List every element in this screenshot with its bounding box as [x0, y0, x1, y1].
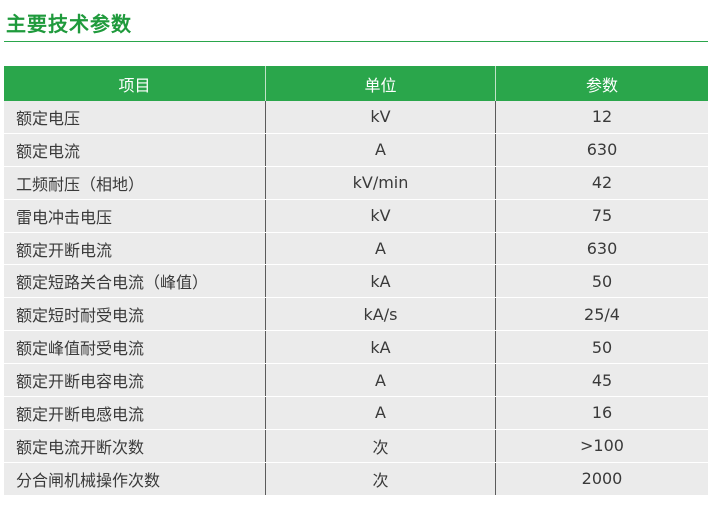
row-unit-cell: kV: [265, 101, 496, 134]
header-unit: 单位: [265, 66, 496, 101]
row-unit-cell: kA/s: [265, 297, 496, 332]
row-item-cell: 额定电流开断次数: [4, 429, 266, 463]
row-value-cell: 50: [495, 330, 708, 365]
row-unit-cell: 次: [265, 429, 496, 463]
row-unit-cell: A: [265, 133, 496, 167]
row-value-cell: 12: [495, 101, 708, 134]
row-item-cell: 额定峰值耐受电流: [4, 330, 266, 365]
row-unit-cell: kV: [265, 199, 496, 233]
row-value-cell: 42: [495, 166, 708, 200]
row-value-cell: >100: [495, 429, 708, 463]
header-item: 项目: [4, 66, 266, 101]
row-unit-cell: A: [265, 363, 496, 398]
row-unit-cell: kV/min: [265, 166, 496, 200]
table-row: 额定开断电感电流 A 16: [4, 396, 708, 430]
table-row: 额定短时耐受电流 kA/s 25/4: [4, 297, 708, 332]
row-item-cell: 额定开断电流: [4, 232, 266, 266]
page-title: 主要技术参数: [6, 12, 132, 36]
row-item-cell: 额定短时耐受电流: [4, 297, 266, 332]
row-value-cell: 16: [495, 396, 708, 430]
row-value-cell: 45: [495, 363, 708, 398]
row-value-cell: 50: [495, 264, 708, 299]
row-unit-cell: kA: [265, 330, 496, 365]
row-unit-cell: A: [265, 396, 496, 430]
table-header-row: 项目 单位 参数: [4, 66, 708, 101]
row-unit-cell: A: [265, 232, 496, 266]
row-item-cell: 额定电流: [4, 133, 266, 167]
table-row: 分合闸机械操作次数次 2000: [4, 462, 708, 495]
row-item-cell: 雷电冲击电压: [4, 199, 266, 233]
table-row: 雷电冲击电压 kV 75: [4, 199, 708, 233]
title-divider: [4, 41, 708, 42]
table-row: 工频耐压（相地） kV/min 42: [4, 166, 708, 200]
row-value-cell: 2000: [495, 462, 708, 495]
table-row: 额定峰值耐受电流 kA 50: [4, 330, 708, 365]
row-item-cell: 分合闸机械操作次数: [4, 462, 266, 495]
parameters-table: 项目 单位 参数 额定电压 kV 12 额定电流 A 630 工频耐压（相地） kV/min 4…: [4, 66, 708, 495]
table-row: 额定电流 A 630: [4, 133, 708, 167]
table-row: 额定电流开断次数次 >100: [4, 429, 708, 463]
row-item-cell: 额定电压: [4, 101, 266, 134]
table-row: 额定开断电容电流 A 45: [4, 363, 708, 398]
table-row: 额定短路关合电流（峰值） kA 50: [4, 264, 708, 299]
row-value-cell: 630: [495, 133, 708, 167]
row-value-cell: 75: [495, 199, 708, 233]
row-unit-cell: 次: [265, 462, 496, 495]
row-item-cell: 工频耐压（相地）: [4, 166, 266, 200]
header-value: 参数: [495, 66, 708, 101]
row-item-cell: 额定开断电容电流: [4, 363, 266, 398]
row-unit-cell: kA: [265, 264, 496, 299]
table-row: 额定开断电流 A 630: [4, 232, 708, 266]
row-value-cell: 630: [495, 232, 708, 266]
row-value-cell: 25/4: [495, 297, 708, 332]
table-row: 额定电压 kV 12: [4, 101, 708, 134]
row-item-cell: 额定短路关合电流（峰值）: [4, 264, 266, 299]
row-item-cell: 额定开断电感电流: [4, 396, 266, 430]
